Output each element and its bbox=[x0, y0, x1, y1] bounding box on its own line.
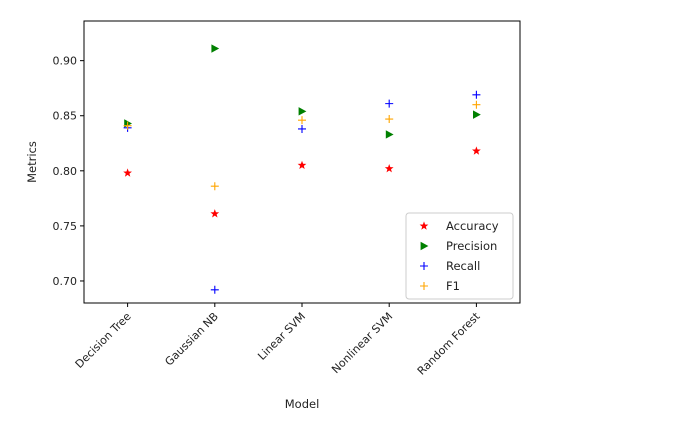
x-tick-label: Linear SVM bbox=[255, 310, 308, 363]
y-axis: 0.70 0.75 0.80 0.85 0.90 bbox=[53, 55, 84, 288]
point-accuracy bbox=[123, 168, 132, 177]
point-recall bbox=[385, 99, 394, 108]
point-recall bbox=[210, 285, 219, 294]
legend-box bbox=[405, 212, 514, 300]
point-precision bbox=[473, 110, 481, 119]
point-accuracy bbox=[472, 146, 481, 155]
point-precision bbox=[385, 130, 394, 139]
point-precision bbox=[211, 44, 220, 53]
point-recall bbox=[472, 90, 481, 99]
series-f1 bbox=[123, 100, 481, 191]
point-f1 bbox=[472, 100, 481, 109]
y-axis-label: Metrics bbox=[25, 141, 39, 183]
x-axis: Decision Tree Gaussian NB Linear SVM Nonlin… bbox=[73, 303, 483, 378]
legend-label: Accuracy bbox=[446, 219, 499, 233]
y-tick-label: 0.75 bbox=[53, 220, 78, 233]
y-tick-label: 0.90 bbox=[53, 55, 78, 68]
y-tick-label: 0.85 bbox=[53, 110, 78, 123]
legend-marker-f1 bbox=[420, 282, 428, 290]
series-recall bbox=[123, 90, 481, 294]
point-f1 bbox=[123, 121, 132, 130]
legend-label: F1 bbox=[446, 279, 460, 293]
y-tick-label: 0.70 bbox=[53, 275, 78, 288]
legend-marker-recall bbox=[420, 262, 428, 270]
x-tick-label: Random Forest bbox=[415, 309, 483, 377]
point-accuracy bbox=[297, 160, 307, 170]
x-tick-label: Nonlinear SVM bbox=[329, 310, 395, 376]
point-recall bbox=[298, 124, 306, 133]
legend-marker-precision bbox=[420, 241, 429, 251]
series-accuracy bbox=[123, 146, 481, 218]
point-accuracy bbox=[384, 164, 394, 173]
point-precision bbox=[298, 107, 307, 116]
y-tick-label: 0.80 bbox=[53, 165, 78, 178]
legend-label: Recall bbox=[446, 259, 480, 273]
series-precision bbox=[124, 44, 481, 139]
legend-label: Precision bbox=[446, 239, 497, 253]
point-f1 bbox=[298, 116, 306, 125]
point-f1 bbox=[385, 115, 394, 124]
x-tick-label: Decision Tree bbox=[73, 310, 134, 371]
x-tick-label: Gaussian NB bbox=[162, 310, 221, 369]
point-accuracy bbox=[210, 209, 220, 218]
point-f1 bbox=[210, 182, 219, 191]
x-axis-label: Model bbox=[285, 397, 320, 411]
legend: Accuracy Precision Recall F1 bbox=[405, 212, 514, 300]
data-marks bbox=[123, 44, 481, 294]
legend-marker-accuracy bbox=[419, 221, 429, 230]
